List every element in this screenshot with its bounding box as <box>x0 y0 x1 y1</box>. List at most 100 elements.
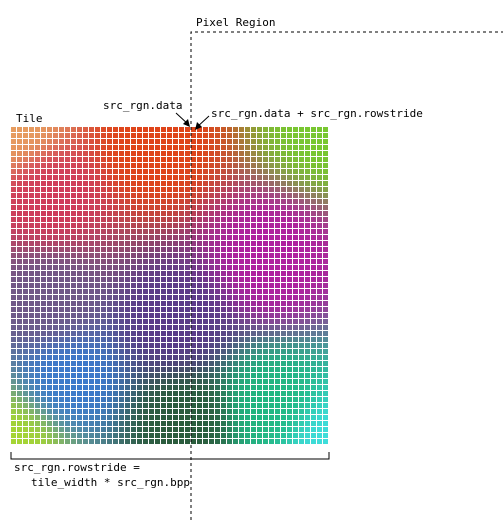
tile-pixel <box>149 361 154 366</box>
tile-pixel <box>77 127 82 132</box>
tile-pixel <box>203 319 208 324</box>
tile-pixel <box>29 349 34 354</box>
tile-pixel <box>281 145 286 150</box>
tile-pixel <box>323 289 328 294</box>
tile-pixel <box>221 403 226 408</box>
tile-pixel <box>179 187 184 192</box>
tile-pixel <box>287 163 292 168</box>
tile-pixel <box>161 169 166 174</box>
tile-pixel <box>209 319 214 324</box>
tile-pixel <box>95 133 100 138</box>
tile-pixel <box>197 397 202 402</box>
tile-pixel <box>83 403 88 408</box>
tile-pixel <box>305 175 310 180</box>
tile-pixel <box>149 181 154 186</box>
tile-pixel <box>233 301 238 306</box>
tile-pixel <box>71 241 76 246</box>
tile-pixel <box>311 409 316 414</box>
tile-pixel <box>113 409 118 414</box>
tile-pixel <box>119 223 124 228</box>
tile-pixel <box>299 193 304 198</box>
tile-pixel <box>143 295 148 300</box>
tile-pixel <box>269 313 274 318</box>
tile-pixel <box>161 385 166 390</box>
tile-pixel <box>311 439 316 444</box>
tile-pixel <box>269 409 274 414</box>
tile-pixel <box>209 367 214 372</box>
tile-pixel <box>71 169 76 174</box>
tile-pixel <box>107 241 112 246</box>
tile-pixel <box>83 331 88 336</box>
tile-pixel <box>173 247 178 252</box>
tile-pixel <box>77 385 82 390</box>
tile-pixel <box>143 421 148 426</box>
tile-pixel <box>221 355 226 360</box>
tile-pixel <box>89 343 94 348</box>
tile-pixel <box>221 343 226 348</box>
tile-pixel <box>293 439 298 444</box>
tile-pixel <box>227 331 232 336</box>
tile-pixel <box>29 235 34 240</box>
tile-pixel <box>239 181 244 186</box>
tile-pixel <box>311 133 316 138</box>
tile-pixel <box>47 217 52 222</box>
tile-pixel <box>185 301 190 306</box>
tile-pixel <box>41 295 46 300</box>
tile-pixel <box>239 385 244 390</box>
tile-pixel <box>215 181 220 186</box>
tile-pixel <box>179 253 184 258</box>
tile-pixel <box>299 421 304 426</box>
tile-pixel <box>95 385 100 390</box>
tile-pixel <box>293 211 298 216</box>
tile-pixel <box>149 187 154 192</box>
tile-pixel <box>89 415 94 420</box>
tile-pixel <box>239 205 244 210</box>
tile-pixel <box>203 313 208 318</box>
tile-pixel <box>167 337 172 342</box>
tile-pixel <box>245 223 250 228</box>
tile-pixel <box>269 307 274 312</box>
tile-pixel <box>323 223 328 228</box>
tile-pixel <box>293 337 298 342</box>
tile-pixel <box>59 235 64 240</box>
tile-pixel <box>29 379 34 384</box>
tile-pixel <box>95 181 100 186</box>
tile-pixel <box>311 385 316 390</box>
tile-pixel <box>83 301 88 306</box>
tile-pixel <box>239 301 244 306</box>
tile-pixel <box>275 181 280 186</box>
tile-pixel <box>311 181 316 186</box>
tile-pixel <box>245 127 250 132</box>
tile-pixel <box>227 337 232 342</box>
tile-pixel <box>281 127 286 132</box>
tile-pixel <box>137 433 142 438</box>
tile-pixel <box>47 301 52 306</box>
tile-pixel <box>215 127 220 132</box>
tile-pixel <box>125 151 130 156</box>
tile-pixel <box>221 337 226 342</box>
tile-pixel <box>77 421 82 426</box>
tile-pixel <box>221 259 226 264</box>
tile-pixel <box>23 127 28 132</box>
tile-pixel <box>311 277 316 282</box>
tile-pixel <box>119 409 124 414</box>
tile-pixel <box>47 415 52 420</box>
tile-pixel <box>71 259 76 264</box>
tile-pixel <box>245 193 250 198</box>
tile-pixel <box>209 289 214 294</box>
tile-pixel <box>41 397 46 402</box>
tile-pixel <box>173 223 178 228</box>
tile-pixel <box>305 289 310 294</box>
tile-pixel <box>263 307 268 312</box>
tile-pixel <box>119 151 124 156</box>
tile-pixel <box>71 385 76 390</box>
tile-pixel <box>281 409 286 414</box>
tile-pixel <box>131 433 136 438</box>
tile-pixel <box>263 325 268 330</box>
tile-pixel <box>23 295 28 300</box>
tile-pixel <box>215 199 220 204</box>
tile-pixel <box>143 127 148 132</box>
tile-pixel <box>245 349 250 354</box>
tile-pixel <box>65 265 70 270</box>
tile-pixel <box>83 349 88 354</box>
